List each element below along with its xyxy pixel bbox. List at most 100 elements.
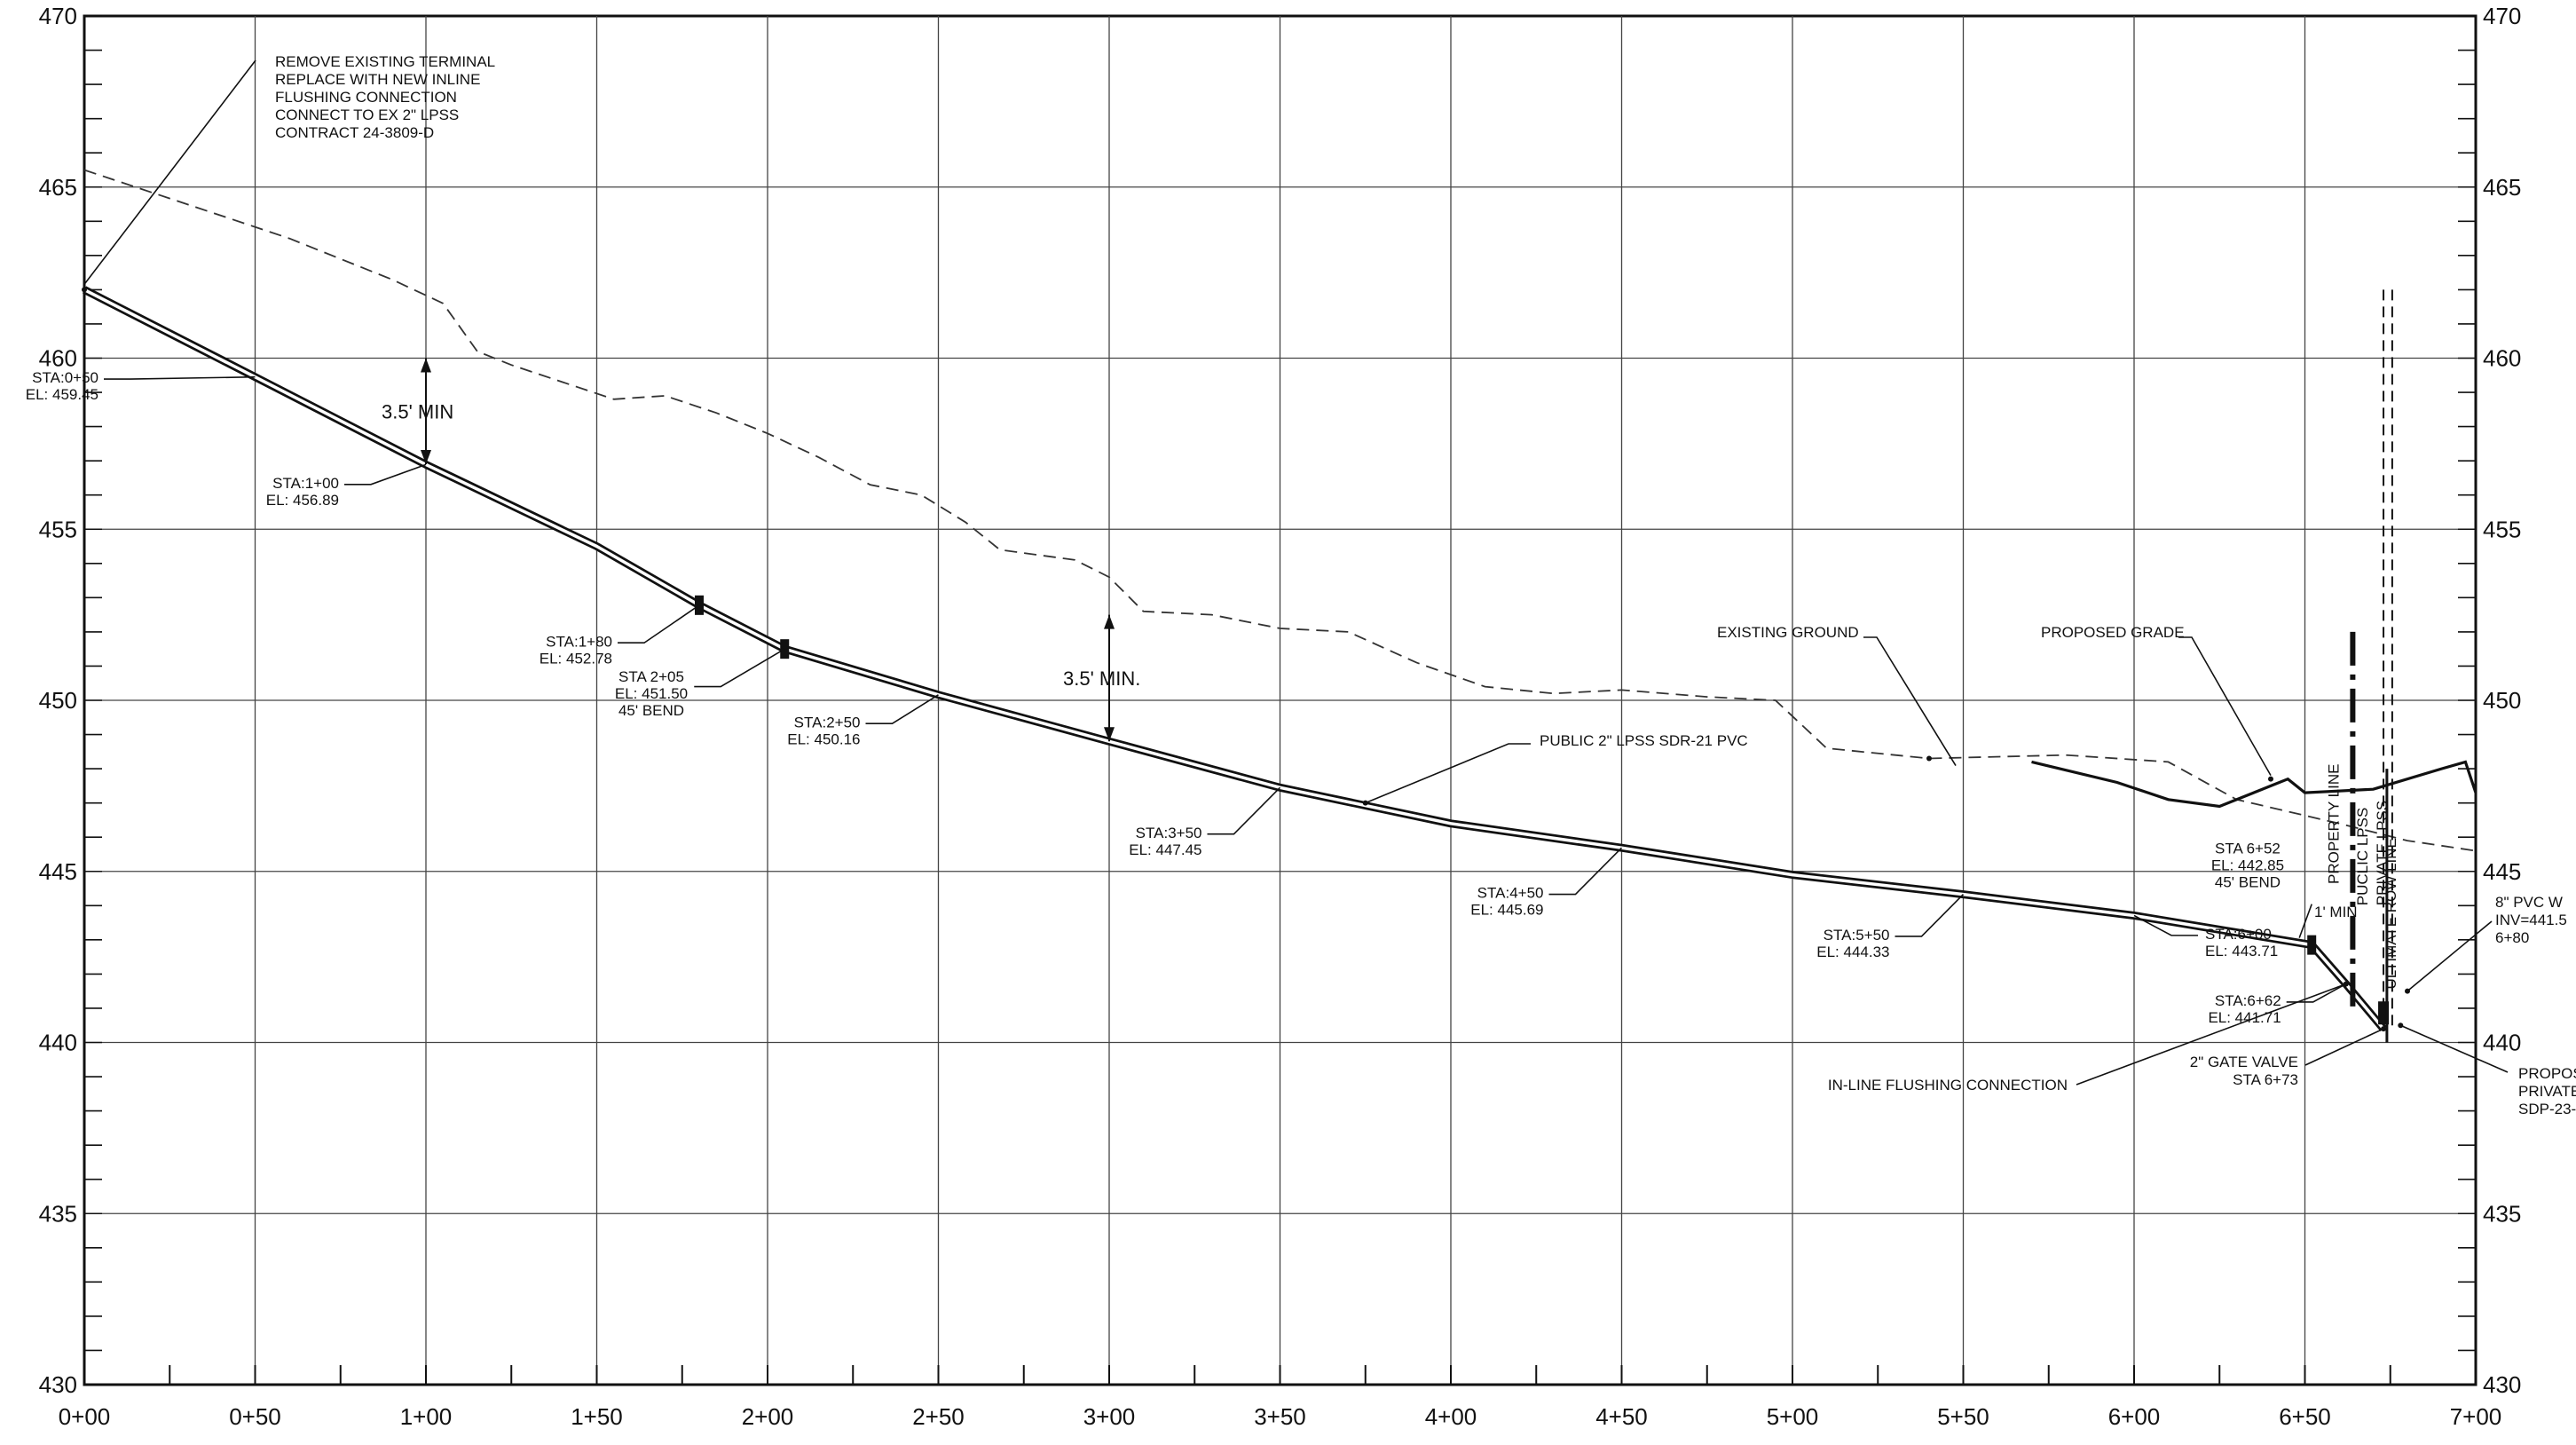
y-tick-label-left: 445 xyxy=(39,858,77,885)
annotation-text: SDP-23- xyxy=(2518,1101,2576,1117)
annotation-text: PROPOSED xyxy=(2518,1065,2576,1082)
vertical-reference-lines: PROPERTY LINE PUCLIC LPSS PRIVATE LPSSULTI… xyxy=(2325,289,2399,1043)
x-tick-label: 4+00 xyxy=(1425,1403,1477,1430)
x-tick-label: 2+50 xyxy=(912,1403,965,1430)
station-label: STA:2+50 xyxy=(794,714,861,730)
y-tick-label-left: 460 xyxy=(39,345,77,372)
y-tick-label-right: 440 xyxy=(2483,1030,2521,1056)
y-tick-label-left: 450 xyxy=(39,687,77,714)
station-label: 45' BEND xyxy=(618,702,684,719)
leader-arrow xyxy=(1926,755,1932,762)
station-label: STA:3+50 xyxy=(1136,825,1202,841)
station-label: EL: 456.89 xyxy=(266,492,339,509)
axis-ticks: 0+00 0+50 1+00 1+50 2+00 2+50 3+00 3+50 4+00 4+50… xyxy=(39,3,2522,1430)
annotation-leader xyxy=(2399,1024,2509,1073)
x-tick-label: 1+00 xyxy=(400,1403,453,1430)
annotation-text: 1' MIN xyxy=(2314,904,2358,920)
annotation-text: 6+80 xyxy=(2495,929,2529,946)
y-tick-label-right: 455 xyxy=(2483,516,2521,542)
station-label: EL: 452.78 xyxy=(540,650,612,667)
y-tick-label-right: 430 xyxy=(2483,1371,2521,1398)
y-tick-label-right: 470 xyxy=(2483,3,2521,29)
annotation-text: FLUSHING CONNECTION xyxy=(275,89,457,106)
station-label: EL: 450.16 xyxy=(787,730,860,747)
x-tick-label: 4+50 xyxy=(1595,1403,1648,1430)
dimension-arrow-bottom xyxy=(1104,727,1115,742)
y-tick-label-left: 465 xyxy=(39,174,77,201)
x-tick-label: 0+00 xyxy=(59,1403,111,1430)
x-tick-label: 3+50 xyxy=(1254,1403,1306,1430)
station-leader xyxy=(2286,983,2347,1003)
station-label: EL: 442.85 xyxy=(2211,857,2284,874)
station-label: EL: 444.33 xyxy=(1816,944,1889,960)
dimension-label: 3.5' MIN xyxy=(382,400,453,422)
x-tick-label: 2+00 xyxy=(742,1403,794,1430)
station-label: EL: 445.69 xyxy=(1470,902,1543,919)
station-label: EL: 441.71 xyxy=(2208,1009,2281,1026)
annotation-text: EXISTING GROUND xyxy=(1717,624,1859,641)
pipe-line-inner xyxy=(83,288,2385,1030)
station-leader xyxy=(1895,894,1965,937)
station-leader xyxy=(618,604,700,644)
annotation-leader xyxy=(2178,636,2272,777)
dimension-arrow-bottom xyxy=(421,450,431,465)
annotation-leader xyxy=(2407,920,2493,992)
station-leader xyxy=(2133,914,2198,936)
y-tick-label-left: 430 xyxy=(39,1371,77,1398)
reference-line-label: PROPERTY LINE xyxy=(2325,764,2342,884)
station-label: EL: 459.45 xyxy=(26,386,98,403)
annotation-text: PROPOSED GRADE xyxy=(2041,624,2185,641)
annotation-leader xyxy=(2304,1028,2384,1066)
station-leader xyxy=(2298,904,2312,938)
y-tick-label-right: 465 xyxy=(2483,174,2521,201)
y-tick-label-left: 455 xyxy=(39,516,77,542)
station-label: STA:1+80 xyxy=(546,633,612,650)
proposed-grade-line xyxy=(2031,760,2478,809)
annotation-text: 8" PVC W xyxy=(2495,894,2563,911)
station-label: EL: 443.71 xyxy=(2205,943,2278,959)
station-label: EL: 451.50 xyxy=(615,685,688,702)
y-tick-label-left: 435 xyxy=(39,1200,77,1227)
x-tick-label: 5+50 xyxy=(1937,1403,1989,1430)
annotation-text: REPLACE WITH NEW INLINE xyxy=(275,71,480,88)
leader-arrow xyxy=(2343,981,2349,987)
station-label: STA 6+52 xyxy=(2215,841,2281,857)
leader-arrow xyxy=(2405,988,2410,994)
existing-ground-line xyxy=(83,169,2477,852)
station-label: STA:6+00 xyxy=(2205,926,2272,943)
station-label: EL: 447.45 xyxy=(1129,841,1201,858)
dimension-arrow-top xyxy=(421,358,431,373)
annotation-text: 2" GATE VALVE xyxy=(2190,1054,2298,1070)
station-label: STA:1+00 xyxy=(272,475,339,492)
station-label: STA:4+50 xyxy=(1477,885,1544,902)
reference-line-label: ULTIMATE ROW LINE xyxy=(2383,838,2399,989)
annotation-leader xyxy=(83,59,256,285)
x-tick-label: 1+50 xyxy=(571,1403,623,1430)
y-tick-label-right: 450 xyxy=(2483,687,2521,714)
station-leader xyxy=(104,375,256,380)
station-label: STA:0+50 xyxy=(32,369,98,386)
annotation-text: PUBLIC 2" LPSS SDR-21 PVC xyxy=(1540,732,1748,749)
x-tick-label: 3+00 xyxy=(1083,1403,1136,1430)
annotation-leader xyxy=(2076,983,2346,1086)
station-leader xyxy=(1207,786,1281,835)
station-leader xyxy=(344,463,427,486)
annotation-text: IN-LINE FLUSHING CONNECTION xyxy=(1828,1077,2068,1094)
annotation-text: PRIVATE L xyxy=(2518,1083,2576,1100)
station-label: STA 2+05 xyxy=(618,668,684,685)
leader-arrow xyxy=(2381,1026,2387,1032)
annotation-text: CONNECT TO EX 2" LPSS xyxy=(275,107,459,123)
annotation-text: INV=441.5 xyxy=(2495,912,2567,928)
leader-arrow xyxy=(2398,1023,2404,1029)
annotation-leader xyxy=(1863,636,1957,766)
leader-arrow xyxy=(1362,800,1368,806)
annotation-text: REMOVE EXISTING TERMINAL xyxy=(275,53,495,70)
x-tick-label: 6+50 xyxy=(2279,1403,2331,1430)
station-label: STA:6+62 xyxy=(2215,992,2281,1009)
annotation-text: STA 6+73 xyxy=(2233,1071,2298,1088)
x-tick-label: 6+00 xyxy=(2108,1403,2161,1430)
y-tick-label-right: 435 xyxy=(2483,1200,2521,1227)
reference-line-label: PUCLIC LPSS xyxy=(2354,808,2371,906)
